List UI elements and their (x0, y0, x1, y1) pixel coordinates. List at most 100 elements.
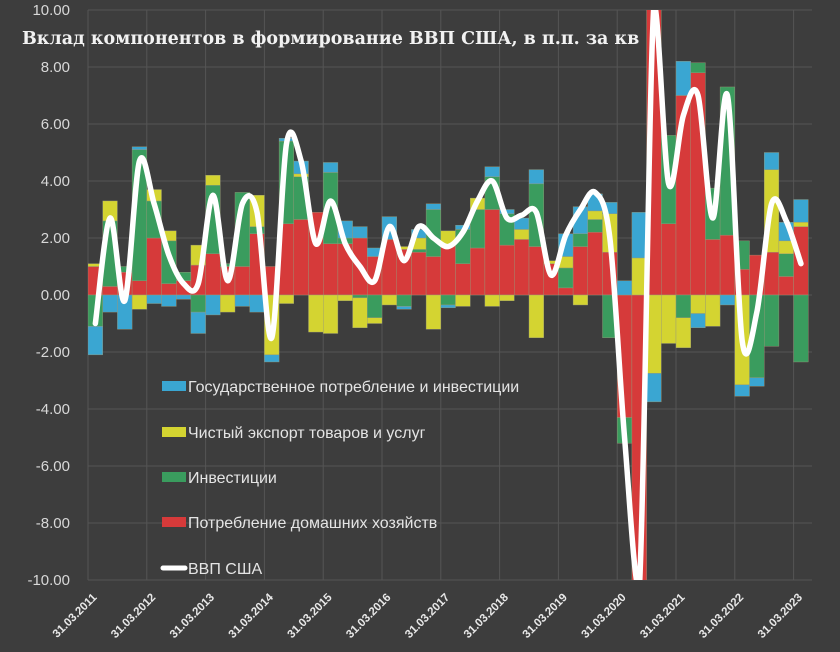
bar-segment-series-0 (778, 276, 794, 296)
legend-label: Инвестиции (188, 470, 277, 487)
legend: Государственное потребление и инвестиции… (160, 379, 519, 578)
bar-segment-series-3 (440, 304, 456, 309)
bar-segment-series-3 (646, 373, 662, 403)
x-tick-label: 31.03.2018 (462, 591, 512, 641)
bar-segment-series-2 (278, 294, 295, 304)
bar-segment-series-0 (455, 263, 471, 296)
y-tick-label: 10.00 (32, 2, 70, 19)
bar-segment-series-1 (778, 253, 794, 277)
y-tick-label: 2.00 (41, 230, 70, 247)
x-tick-label: 31.03.2023 (756, 592, 805, 641)
y-tick-label: 4.00 (41, 173, 70, 190)
bar-segment-series-1 (690, 62, 706, 73)
bar-segment-series-2 (455, 294, 471, 307)
bar-segment-series-2 (484, 294, 500, 307)
bar-segment-series-0 (514, 239, 530, 296)
bar-segment-series-2 (131, 294, 148, 310)
legend-swatch (162, 472, 186, 482)
bar-segment-series-1 (411, 249, 427, 253)
bar-segment-series-3 (734, 384, 750, 397)
bar-segment-series-0 (661, 223, 677, 296)
bar-segment-series-3 (425, 203, 442, 210)
y-tick-label: -4.00 (36, 401, 70, 418)
bar-segment-series-1 (764, 294, 780, 347)
bar-segment-series-1 (190, 294, 206, 313)
bar-segment-series-0 (293, 219, 309, 296)
bar-segment-series-0 (102, 286, 118, 296)
y-tick-label: -2.00 (36, 344, 70, 361)
x-tick-label: 31.03.2021 (638, 591, 688, 641)
bar-segment-series-0 (205, 253, 221, 296)
bar-segment-series-2 (675, 317, 691, 348)
bar-segment-series-0 (587, 232, 603, 296)
legend-label: ВВП США (188, 561, 263, 578)
bar-segment-series-2 (337, 294, 353, 301)
bar-segment-series-0 (470, 247, 486, 296)
x-tick-label: 31.03.2011 (51, 591, 100, 640)
bar-segment-series-2 (690, 294, 706, 314)
legend-label: Государственное потребление и инвестиции (188, 379, 519, 396)
x-tick-label: 31.03.2022 (697, 592, 746, 641)
bar-segment-series-3 (631, 212, 647, 259)
x-tick-label: 31.03.2019 (521, 592, 570, 641)
bar-segment-series-2 (205, 175, 221, 186)
bar-segment-series-1 (352, 294, 368, 299)
bar-segment-series-3 (234, 294, 250, 307)
bar-segment-series-3 (764, 152, 780, 170)
bar-segment-series-2 (499, 294, 515, 301)
legend-label: Чистый экспорт товаров и услуг (188, 425, 426, 442)
bar-segment-series-3 (528, 169, 544, 185)
y-tick-label: 0.00 (41, 287, 70, 304)
bar-segment-series-1 (396, 294, 412, 307)
bar-segment-series-0 (411, 252, 427, 296)
bar-segment-series-1 (572, 233, 588, 247)
legend-label: Потребление домашних хозяйств (188, 515, 437, 532)
legend-swatch (162, 517, 186, 527)
bar-segment-series-3 (190, 311, 206, 334)
bar-segment-series-2 (220, 294, 236, 313)
bar-segment-series-0 (705, 239, 721, 296)
bar-segment-series-2 (308, 294, 324, 333)
bar-segment-series-2 (425, 294, 442, 330)
bar-segment-series-0 (131, 280, 148, 296)
bar-segment-series-1 (440, 294, 456, 306)
bar-segment-series-0 (558, 287, 574, 296)
bar-segment-series-3 (146, 294, 162, 304)
chart-title: Вклад компонентов в формирование ВВП США… (22, 29, 639, 49)
y-tick-label: -8.00 (36, 515, 70, 532)
bar-segment-series-1 (558, 267, 574, 289)
bar-segment-series-2 (323, 294, 339, 334)
bar-segment-series-0 (146, 237, 162, 296)
bar-segment-series-0 (572, 246, 588, 296)
x-tick-label: 31.03.2016 (344, 592, 393, 641)
bar-segment-series-3 (617, 280, 633, 296)
bar-segment-series-0 (161, 283, 177, 296)
bar-segment-series-3 (88, 326, 103, 356)
bar-segment-series-2 (572, 294, 588, 306)
x-tick-label: 31.03.2015 (285, 591, 335, 641)
y-tick-label: -10.00 (27, 572, 70, 589)
bar-segment-series-0 (234, 266, 250, 296)
bar-segment-series-2 (661, 294, 677, 344)
bar-segment-series-3 (352, 226, 368, 239)
gdp-line-layer (92, 10, 804, 580)
bar-segment-series-1 (367, 294, 383, 318)
x-tick-label: 31.03.2013 (168, 592, 217, 641)
bar-segment-series-3 (793, 199, 809, 223)
bar-segment-series-3 (205, 294, 221, 316)
bar-segment-series-2 (367, 317, 383, 324)
bar-segment-series-3 (749, 377, 765, 387)
bar-segment-series-2 (514, 229, 530, 240)
x-tick-label: 31.03.2014 (227, 591, 277, 641)
bar-segment-series-3 (719, 294, 735, 306)
bar-segment-series-3 (264, 354, 280, 363)
x-tick-label: 31.03.2012 (109, 592, 158, 641)
bar-segment-series-0 (528, 246, 544, 296)
legend-swatch (162, 381, 186, 391)
bar-segment-series-3 (396, 306, 412, 310)
bar-segment-series-0 (425, 256, 442, 296)
bars (88, 10, 809, 580)
bar-segment-series-3 (175, 294, 192, 300)
bar-segment-series-3 (102, 294, 118, 313)
